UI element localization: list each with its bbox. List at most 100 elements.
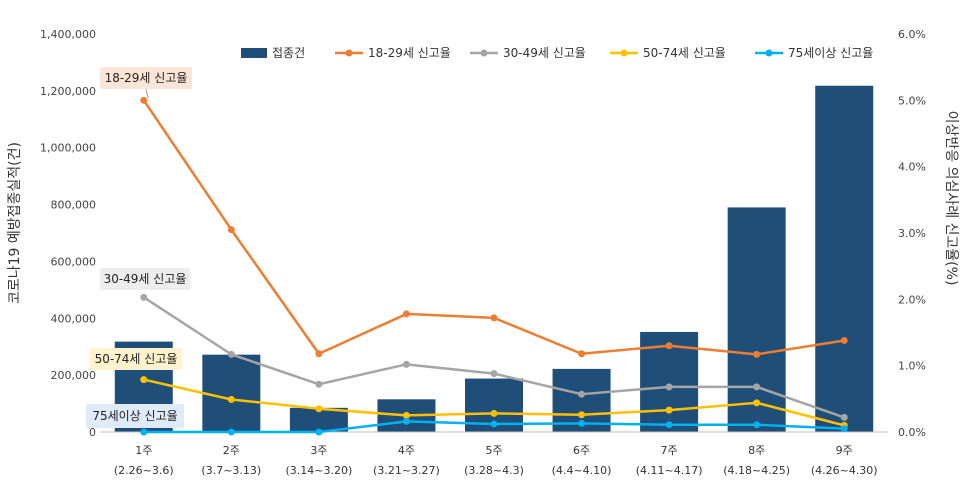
series-point (665, 421, 673, 429)
series-point (753, 350, 761, 358)
series-point (578, 350, 586, 358)
callout-box (86, 404, 184, 428)
series-point (840, 413, 848, 421)
series-point (315, 428, 323, 436)
y2-axis-title: 이상반응 의심사례 신고율(%) (943, 111, 959, 286)
series-point (140, 376, 148, 384)
legend-swatch-marker (765, 49, 773, 57)
series-point (227, 428, 235, 436)
bar (815, 85, 874, 433)
series-point (753, 421, 761, 429)
callouts: 18-29세 신고율 30-49세 신고율 50-74세 신고율 75세이상 신고율 (86, 67, 192, 428)
series-point (140, 293, 148, 301)
y-tick-label: 1,000,000 (40, 142, 96, 155)
legend-swatch-marker (345, 49, 353, 57)
series-point (490, 409, 498, 417)
y2-tick-label: 3.0% (898, 227, 926, 240)
y2-axis-ticks: 0.0% 1.0% 2.0% 3.0% 4.0% 5.0% 6.0% (898, 28, 926, 439)
x-tick-range: (3.28~4.3) (464, 464, 524, 477)
x-tick-range: (2.26~3.6) (114, 464, 174, 477)
x-tick-week: 2주 (223, 444, 240, 457)
legend-swatch-marker (480, 49, 488, 57)
series-point (227, 350, 235, 358)
callout-label: 18-29세 신고율 (105, 71, 188, 85)
callout-box (90, 348, 182, 370)
series-point (578, 411, 586, 419)
series-point (490, 420, 498, 428)
legend-swatch-marker (620, 49, 628, 57)
y-tick-label: 1,200,000 (40, 85, 96, 98)
x-tick-range: (3.14~3.20) (285, 464, 352, 477)
y-tick-label: 1,400,000 (40, 28, 96, 41)
bar (727, 207, 786, 432)
series-point (578, 390, 586, 398)
legend: 접종건 18-29세 신고율 30-49세 신고율 50-74세 신고율 75세이상 신… (241, 46, 873, 60)
bars-group (114, 85, 874, 433)
series-point (402, 417, 410, 425)
y-axis-ticks: 0 200,000 400,000 600,000 800,000 1,000,000 1,… (40, 28, 96, 439)
x-tick-range: (3.7~3.13) (201, 464, 261, 477)
series-point (402, 360, 410, 368)
legend-label: 18-29세 신고율 (368, 46, 451, 60)
y2-tick-label: 2.0% (898, 293, 926, 306)
callout-label: 30-49세 신고율 (104, 272, 187, 286)
series-point (402, 310, 410, 318)
series-point (227, 395, 235, 403)
series-point (665, 383, 673, 391)
x-tick-week: 3주 (310, 444, 327, 457)
series-point (840, 336, 848, 344)
y2-tick-label: 4.0% (898, 161, 926, 174)
x-tick-range: (4.11~4.17) (636, 464, 703, 477)
callout-label: 50-74세 신고율 (95, 352, 178, 366)
y2-tick-label: 6.0% (898, 28, 926, 41)
y2-tick-label: 0.0% (898, 426, 926, 439)
series-point (140, 96, 148, 104)
series-point (402, 411, 410, 419)
x-tick-range: (4.26~4.30) (811, 464, 878, 477)
callout-box (100, 268, 190, 290)
series-point (753, 383, 761, 391)
callout-box (100, 67, 192, 89)
x-tick-range: (3.21~3.27) (373, 464, 440, 477)
series-point (578, 419, 586, 427)
series-point (227, 226, 235, 234)
callout-label: 75세이상 신고율 (92, 409, 177, 423)
series-point (665, 342, 673, 350)
lines-group (140, 96, 848, 436)
x-tick-week: 7주 (661, 444, 678, 457)
y-axis-title: 코로나19 예방접종실적(건) (7, 142, 23, 304)
legend-label: 접종건 (272, 46, 305, 60)
x-axis-labels: 1주 (2.26~3.6) 2주 (3.7~3.13) 3주 (3.14~3.20) 4주 (… (114, 444, 878, 477)
series-point (315, 380, 323, 388)
legend-swatch-bars (241, 48, 267, 58)
legend-label: 30-49세 신고율 (503, 46, 586, 60)
x-tick-week: 6주 (573, 444, 590, 457)
series-point (315, 350, 323, 358)
x-tick-range: (4.4~4.10) (552, 464, 612, 477)
x-tick-week: 9주 (836, 444, 853, 457)
series-point (840, 425, 848, 433)
x-tick-week: 5주 (485, 444, 502, 457)
y2-tick-label: 5.0% (898, 94, 926, 107)
y-tick-label: 600,000 (51, 255, 97, 268)
series-point (665, 406, 673, 414)
bar (202, 354, 261, 432)
x-tick-week: 1주 (135, 444, 152, 457)
series-point (315, 405, 323, 413)
series-point (490, 314, 498, 322)
y-tick-label: 400,000 (51, 312, 97, 325)
callout-leader (145, 88, 149, 99)
legend-label: 75세이상 신고율 (788, 46, 873, 60)
x-tick-week: 8주 (748, 444, 765, 457)
series-point (140, 428, 148, 436)
series-point (753, 399, 761, 407)
y2-tick-label: 1.0% (898, 360, 926, 373)
y-tick-label: 200,000 (51, 369, 97, 382)
legend-label: 50-74세 신고율 (643, 46, 726, 60)
series-point (490, 370, 498, 378)
y-tick-label: 800,000 (51, 199, 97, 212)
x-tick-range: (4.18~4.25) (723, 464, 790, 477)
x-tick-week: 4주 (398, 444, 415, 457)
